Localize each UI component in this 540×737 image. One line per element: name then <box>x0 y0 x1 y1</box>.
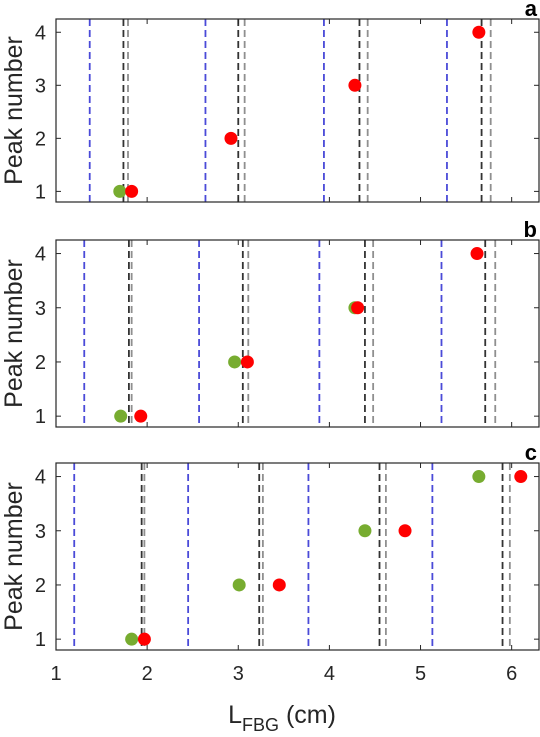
panel-b-y-tick-label: 4 <box>35 244 46 266</box>
panel-a-red-point-1 <box>125 184 139 198</box>
panel-a-red-point-4 <box>472 25 486 39</box>
panel-c-green-point-2 <box>232 578 246 592</box>
panel-b-green-point-1 <box>114 409 128 423</box>
panel-a-y-tick-label: 3 <box>35 75 46 97</box>
panel-b-y-tick-label: 1 <box>35 406 46 428</box>
panel-c-x-tick-label: 1 <box>50 663 61 685</box>
panel-c-y-tick-label: 3 <box>35 521 46 543</box>
panel-c-red-point-3 <box>398 524 412 538</box>
panel-c: 1 2 3 4 1 2 3 4 5 6 c Peak number LFBG (cm) <box>0 440 540 735</box>
panel-b-red-point-3 <box>351 301 365 315</box>
panel-c-red-point-1 <box>137 632 151 646</box>
panel-c-y-tick-label: 4 <box>35 467 46 489</box>
panel-b-label: b <box>524 217 537 242</box>
panel-a-data-points <box>113 25 486 198</box>
panel-c-y-axis-title: Peak number <box>0 482 28 631</box>
panel-a-y-axis-title: Peak number <box>0 36 28 185</box>
panel-a: 1 2 3 4 a Peak number <box>0 0 540 203</box>
panel-b-y-axis-title: Peak number <box>0 259 28 408</box>
panel-a-ticks: 1 2 3 4 <box>35 19 539 203</box>
panel-c-x-tick-label: 3 <box>233 663 244 685</box>
panel-b-y-tick-label: 2 <box>35 352 46 374</box>
panel-b-y-tick-label: 3 <box>35 298 46 320</box>
panel-b-red-point-1 <box>134 409 148 423</box>
panel-b-axes-frame <box>55 239 540 428</box>
panel-b-green-point-2 <box>228 355 242 369</box>
panel-c-green-point-1 <box>125 632 139 646</box>
panel-c-x-tick-label: 5 <box>415 663 426 685</box>
panel-a-red-point-3 <box>348 78 362 92</box>
x-axis-title-unit-text: (cm) <box>286 701 336 729</box>
panel-c-data-points <box>125 470 528 646</box>
panel-a-label: a <box>525 0 538 21</box>
x-axis-title-main: L <box>228 701 242 729</box>
panel-b-reference-lines <box>83 240 497 427</box>
panel-c-x-tick-label: 6 <box>506 663 517 685</box>
panel-c-x-tick-label: 2 <box>142 663 153 685</box>
panel-c-axes-frame <box>55 462 540 651</box>
panel-b-data-points <box>114 247 484 423</box>
panel-a-red-point-2 <box>224 131 238 145</box>
panel-a-green-point-1 <box>113 184 127 198</box>
panel-c-label: c <box>525 440 537 465</box>
x-axis-title: LFBG (cm) <box>228 701 336 735</box>
panel-b-red-point-2 <box>240 355 254 369</box>
x-axis-title-unit: (cm) <box>279 701 336 729</box>
panel-a-y-tick-label: 1 <box>35 181 46 203</box>
panel-c-ticks: 1 2 3 4 1 2 3 4 5 6 <box>35 463 539 685</box>
panel-c-red-point-4 <box>514 470 528 484</box>
panel-c-reference-lines <box>73 463 511 650</box>
x-axis-title-subscript: FBG <box>242 715 279 735</box>
panel-b-red-point-4 <box>470 247 484 261</box>
panel-c-red-point-2 <box>272 578 286 592</box>
panel-c-green-point-4 <box>472 470 486 484</box>
panel-c-x-tick-label: 4 <box>324 663 335 685</box>
panel-c-green-point-3 <box>358 524 372 538</box>
panel-a-axes-frame <box>55 18 540 203</box>
panel-a-reference-lines <box>88 19 492 202</box>
panel-c-y-tick-label: 2 <box>35 575 46 597</box>
panel-b: 1 2 3 4 b Peak number <box>0 217 540 428</box>
panel-b-ticks: 1 2 3 4 <box>35 240 539 428</box>
panel-a-y-tick-label: 4 <box>35 22 46 44</box>
panel-c-y-tick-label: 1 <box>35 629 46 651</box>
panel-a-y-tick-label: 2 <box>35 128 46 150</box>
